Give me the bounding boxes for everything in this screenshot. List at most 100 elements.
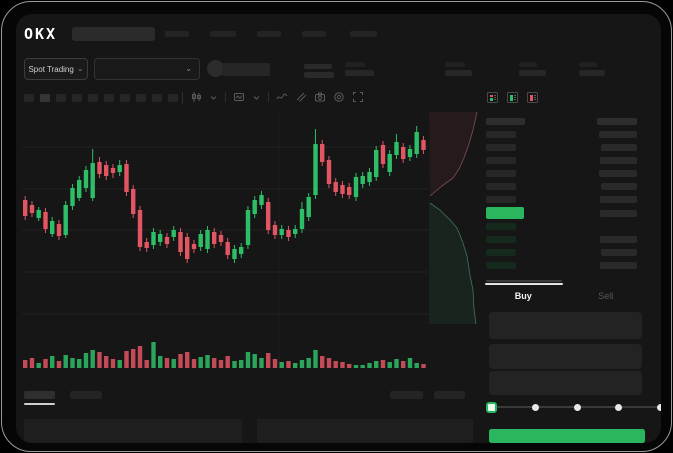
- stat-value-placeholder: [345, 70, 374, 76]
- camera-icon[interactable]: [314, 91, 326, 103]
- stat-value-placeholder: [579, 70, 605, 76]
- bottom-tab-placeholder[interactable]: [70, 391, 102, 399]
- bid-row[interactable]: [486, 259, 637, 272]
- timeframe-button[interactable]: [56, 94, 66, 102]
- app-screen: OKX Spot Trading ⌄ ⌄: [16, 14, 661, 443]
- pair-dropdown[interactable]: ⌄: [94, 58, 200, 80]
- ask-row[interactable]: [486, 128, 637, 141]
- timeframe-row: [24, 94, 178, 102]
- timeframe-button[interactable]: [152, 94, 162, 102]
- bid-row-price-bar: [486, 249, 516, 256]
- ask-row-amount-bar: [600, 196, 637, 203]
- ask-row[interactable]: [486, 180, 637, 193]
- timeframe-button[interactable]: [24, 94, 34, 102]
- submit-buy-button[interactable]: [489, 429, 645, 443]
- bid-row-price-bar: [486, 223, 516, 230]
- bid-row-amount-bar: [600, 262, 637, 269]
- bid-row-amount-bar: [600, 236, 637, 243]
- nav-item-placeholder[interactable]: [165, 31, 189, 37]
- amount-slider[interactable]: [486, 401, 661, 413]
- market-type-selector[interactable]: Spot Trading ⌄: [24, 58, 88, 80]
- last-price-placeholder: [304, 64, 332, 69]
- timeframe-button[interactable]: [168, 94, 178, 102]
- candle-style-icon[interactable]: [190, 91, 202, 103]
- bottom-tab-placeholder[interactable]: [24, 391, 55, 399]
- timeframe-button[interactable]: [120, 94, 130, 102]
- orders-table-placeholder: [24, 419, 242, 443]
- coin-icon: [207, 60, 224, 77]
- trade-tabs: Buy Sell: [482, 285, 647, 306]
- timeframe-button[interactable]: [40, 94, 50, 102]
- book-split-color: [489, 94, 493, 101]
- book-bids-color: [509, 94, 513, 101]
- book-icon-lines: [534, 95, 536, 101]
- ask-row-amount-bar: [599, 131, 637, 138]
- ask-row-price-bar: [486, 157, 516, 164]
- nav-item-placeholder[interactable]: [257, 31, 281, 37]
- timeframe-button[interactable]: [88, 94, 98, 102]
- toolbar-divider: [182, 92, 183, 104]
- book-asks-icon[interactable]: [527, 92, 538, 103]
- line-tool-icon[interactable]: [276, 91, 288, 103]
- price-input-placeholder[interactable]: [489, 312, 642, 339]
- slider-stop[interactable]: [573, 403, 581, 411]
- amount-input-placeholder[interactable]: [489, 344, 642, 369]
- bid-row[interactable]: [486, 246, 637, 259]
- okx-logo: OKX: [24, 25, 58, 43]
- bid-row[interactable]: [486, 220, 637, 233]
- last-price-row[interactable]: [486, 206, 637, 220]
- candlestick-chart[interactable]: [22, 112, 428, 372]
- last-price-row-price-bar: [486, 207, 524, 219]
- timeframe-button[interactable]: [72, 94, 82, 102]
- slider-stop[interactable]: [657, 403, 661, 411]
- chevron-down-icon[interactable]: [252, 93, 261, 102]
- fullscreen-icon[interactable]: [352, 91, 364, 103]
- bottom-action-placeholder[interactable]: [390, 391, 423, 399]
- stat-value-placeholder: [519, 70, 546, 76]
- stat-label-placeholder: [445, 62, 465, 67]
- orderbook-scrollbar[interactable]: [486, 280, 562, 282]
- slider-stop[interactable]: [615, 403, 623, 411]
- bottom-action-placeholder[interactable]: [434, 391, 465, 399]
- total-input-placeholder[interactable]: [489, 371, 642, 395]
- ask-row[interactable]: [486, 154, 637, 167]
- timeframe-button[interactable]: [104, 94, 114, 102]
- nav-item-placeholder[interactable]: [350, 31, 377, 37]
- tab-sell[interactable]: Sell: [598, 290, 614, 301]
- ask-row[interactable]: [486, 193, 637, 206]
- ask-row[interactable]: [486, 167, 637, 180]
- book-bids-icon[interactable]: [507, 92, 518, 103]
- book-icon-lines: [514, 95, 516, 101]
- search-bar-placeholder[interactable]: [72, 27, 155, 41]
- slider-handle[interactable]: [486, 401, 497, 413]
- timeframe-button[interactable]: [136, 94, 146, 102]
- stat-label-placeholder: [345, 62, 365, 67]
- bid-row-price-bar: [486, 236, 516, 243]
- nav-item-placeholder[interactable]: [210, 31, 236, 37]
- ask-row[interactable]: [486, 141, 637, 154]
- tab-buy[interactable]: Buy: [514, 290, 532, 301]
- chevron-down-icon[interactable]: [209, 93, 218, 102]
- nav-item-placeholder[interactable]: [302, 31, 326, 37]
- bid-row[interactable]: [486, 233, 637, 246]
- draw-tool-icon[interactable]: [295, 91, 307, 103]
- ask-row-price-bar: [486, 196, 516, 203]
- ask-row-amount-bar: [599, 170, 637, 177]
- market-type-label: Spot Trading: [28, 64, 74, 74]
- orderbook-header[interactable]: [486, 114, 637, 128]
- toolbar-divider: [225, 92, 226, 102]
- price-change-placeholder: [304, 72, 334, 78]
- orderbook-header-amount-bar: [597, 117, 637, 125]
- indicator-icon[interactable]: [233, 91, 245, 103]
- book-split-icon[interactable]: [487, 92, 498, 103]
- ask-row-price-bar: [486, 144, 516, 151]
- ask-row-amount-bar: [601, 183, 637, 190]
- last-price-row-amount-bar: [600, 209, 637, 217]
- book-asks-color: [529, 94, 533, 101]
- ask-row-price-bar: [486, 131, 516, 138]
- active-tab-indicator: [485, 283, 563, 285]
- settings-icon[interactable]: [333, 91, 345, 103]
- slider-stop[interactable]: [531, 403, 539, 411]
